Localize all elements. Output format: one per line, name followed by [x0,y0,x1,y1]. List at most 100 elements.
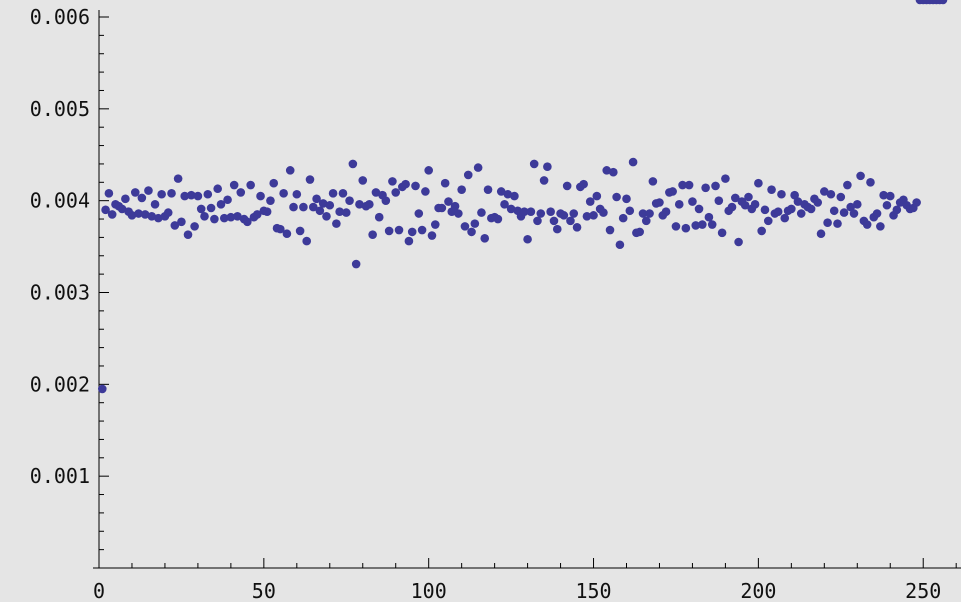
data-point [721,174,730,183]
data-point [787,204,796,214]
x-tick-label: 50 [252,579,276,602]
data-point [262,207,272,216]
data-point [177,217,186,227]
data-point [876,222,885,231]
data-point [701,183,710,193]
data-point [460,222,470,231]
data-point [820,187,829,196]
data-point [661,207,671,216]
data-point [473,163,483,172]
data-point [483,185,493,194]
data-point [266,196,275,205]
data-point [615,240,625,250]
data-point [628,157,638,167]
data-point [216,200,226,209]
data-point [365,200,374,209]
data-point [796,209,806,218]
data-point [463,170,473,180]
data-point [823,218,832,228]
data-point [200,211,209,221]
data-point [252,210,262,219]
data-point [348,159,358,169]
data-point [585,197,595,206]
data-point [793,197,803,206]
data-point [694,204,704,214]
data-point [780,213,790,223]
data-point [529,159,539,169]
data-point [543,162,552,171]
data-point [674,200,684,209]
data-point [754,178,763,188]
data-point [879,190,888,200]
data-points [98,0,948,394]
data-point [137,193,147,203]
data-point [816,229,826,239]
data-point [424,166,433,175]
y-tick-label: 0.006 [30,5,90,29]
axes [93,10,961,569]
data-point [622,194,631,204]
data-point [523,234,532,244]
data-point [691,221,701,230]
ticks: 0 50 100 150 200 250 0.001 0.002 0.003 0.004 0.005… [30,5,957,602]
data-point [368,230,377,239]
data-point [589,211,598,220]
x-tick-label: 200 [740,579,776,602]
data-point [121,194,130,204]
data-point [885,191,895,201]
data-point [134,209,143,218]
data-point [312,194,321,204]
data-point [407,227,417,237]
data-point [144,186,153,195]
data-point [849,209,859,218]
data-point [173,174,183,183]
data-point [668,187,677,196]
data-point [470,219,480,228]
data-point [536,209,546,218]
y-tick-label: 0.004 [30,189,90,213]
data-point [763,216,773,226]
data-point [322,211,331,221]
data-point [203,189,213,199]
data-point [582,211,592,221]
data-point [846,202,855,212]
data-point [496,187,506,196]
data-point [355,200,364,209]
data-point [539,176,549,185]
data-point [107,210,117,219]
data-point [104,189,114,198]
data-point [520,207,529,216]
data-point [394,225,404,235]
data-point [414,209,424,218]
data-point [533,216,542,226]
data-point [684,180,694,190]
data-point [163,208,173,217]
y-tick-label: 0.003 [30,281,90,305]
data-point [727,202,737,212]
data-point [500,200,509,209]
data-point [246,180,255,190]
x-tick-label: 0 [93,579,105,602]
data-point [760,205,770,215]
data-point [569,209,579,218]
data-point [645,209,654,218]
data-point [223,195,232,205]
data-point [351,259,361,269]
data-point [226,212,236,222]
data-point [806,204,816,214]
data-point [493,214,503,224]
data-point [374,212,384,222]
data-point [480,234,490,243]
data-point [345,196,354,205]
data-point [457,185,466,194]
data-point [279,189,288,198]
data-point [219,213,229,223]
data-point [579,179,588,189]
data-point [299,202,308,212]
data-point [641,216,651,226]
data-point [388,177,397,186]
data-point [417,225,427,235]
data-point [688,197,697,206]
data-point [839,208,849,217]
